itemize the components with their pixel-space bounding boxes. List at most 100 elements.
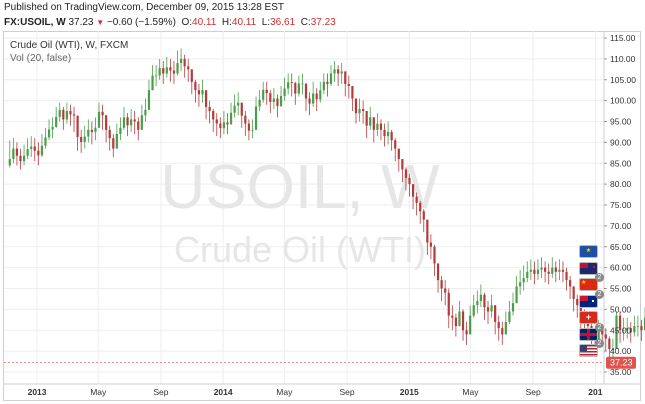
event-flag[interactable]: 2	[578, 322, 604, 343]
candle-body	[65, 111, 68, 120]
candle-body	[508, 311, 511, 322]
event-flag[interactable]: ★ 2	[578, 273, 604, 293]
candle-body	[326, 81, 329, 84]
candle-body	[26, 149, 29, 156]
y-tick-label: 95.00	[610, 117, 632, 127]
candle-body	[497, 321, 500, 329]
candle-body	[458, 311, 461, 327]
candle-body	[436, 263, 440, 281]
candle-body	[201, 90, 204, 95]
last-price-tag-label: 37.23	[610, 358, 633, 368]
candle-body	[383, 129, 386, 137]
candle-body	[558, 269, 561, 272]
open-value: 40.11	[192, 17, 217, 28]
candle-body	[322, 81, 325, 91]
candle-body	[515, 286, 518, 304]
y-tick-label: 105.00	[610, 75, 636, 85]
candle-body	[494, 305, 497, 322]
y-tick-label: 110.00	[610, 54, 636, 64]
candle-body	[540, 267, 543, 270]
candle-body	[479, 294, 482, 302]
chart-frame[interactable]	[3, 31, 641, 401]
candle-body	[629, 328, 632, 333]
candle-body	[397, 148, 400, 160]
candle-body	[272, 98, 275, 102]
y-tick-label: 70.00	[610, 221, 632, 231]
candle-body	[451, 315, 454, 318]
candle-body	[472, 305, 475, 316]
candle-body	[429, 242, 433, 247]
candle-body	[30, 146, 33, 150]
candle-body	[158, 68, 161, 76]
candle-body	[187, 66, 190, 70]
candle-body	[308, 98, 311, 104]
candle-body	[333, 69, 336, 74]
candle-body	[601, 330, 604, 335]
low-label: L:	[261, 17, 271, 28]
candle-body	[358, 108, 361, 114]
candle-body	[476, 301, 479, 306]
event-flag[interactable]	[578, 260, 602, 277]
event-flag[interactable]: 2	[578, 289, 604, 310]
candle-body	[47, 129, 51, 138]
candle-body	[122, 117, 126, 128]
candle-body	[561, 269, 565, 272]
candle-body	[372, 117, 375, 130]
candle-body	[37, 150, 40, 156]
candle-body	[262, 89, 265, 100]
x-tick-label: May	[276, 387, 293, 397]
candle-body	[258, 99, 261, 107]
candle-body	[80, 136, 83, 142]
y-tick-label: 85.00	[610, 158, 632, 168]
cn-flag-icon: ★	[579, 278, 598, 291]
published-note: Published on TradingView.com, December 0…	[4, 2, 284, 13]
candle-body	[58, 109, 61, 117]
quote-line: FX:USOIL, W 37.23 ▼ −0.60 (−1.59%) O:40.…	[4, 17, 336, 28]
candle-body	[401, 159, 404, 170]
candle-body	[287, 82, 290, 89]
candle-body	[640, 326, 643, 331]
x-tick-label: 201	[588, 387, 602, 397]
grid-lines	[4, 31, 604, 384]
watermark-symbol: USOIL, W	[160, 153, 440, 222]
candle-body	[465, 330, 468, 335]
candle-body	[454, 317, 457, 327]
candle-body	[90, 129, 93, 132]
candle-body	[140, 115, 143, 130]
x-tick-label: Sep	[339, 387, 354, 397]
event-flag[interactable]: 2	[578, 339, 604, 359]
candle-body	[551, 267, 554, 274]
candle-body	[147, 90, 151, 110]
candle-body	[215, 119, 218, 124]
candle-body	[22, 155, 26, 162]
candle-body	[597, 330, 600, 341]
event-flag[interactable]: ★	[578, 243, 602, 260]
candle-body	[265, 89, 268, 94]
candle-body	[87, 129, 90, 137]
legend-volume[interactable]: Vol (20, false)	[10, 53, 72, 64]
event-flag[interactable]: +	[578, 309, 602, 326]
down-arrow-icon: ▼	[96, 18, 105, 27]
candle-body	[204, 90, 208, 107]
candle-body	[254, 106, 258, 130]
candle-body	[390, 131, 393, 141]
legend-title[interactable]: Crude Oil (WTI), W, FXCM	[10, 40, 129, 51]
candle-body	[212, 111, 215, 120]
candle-body	[233, 105, 236, 113]
candle-body	[12, 148, 15, 160]
candle-body	[618, 315, 622, 331]
candle-body	[294, 83, 297, 94]
candle-body	[144, 109, 147, 116]
candle-body	[526, 271, 529, 279]
candle-body	[340, 71, 343, 74]
candle-body	[137, 121, 140, 130]
candle-body	[15, 148, 19, 156]
candle-body	[608, 338, 611, 350]
candle-body	[361, 108, 365, 112]
watermark-name: Crude Oil (WTI)	[174, 229, 426, 270]
candle-body	[8, 159, 11, 166]
candle-body	[219, 123, 222, 129]
candle-body	[94, 127, 97, 132]
candle-body	[447, 292, 450, 316]
